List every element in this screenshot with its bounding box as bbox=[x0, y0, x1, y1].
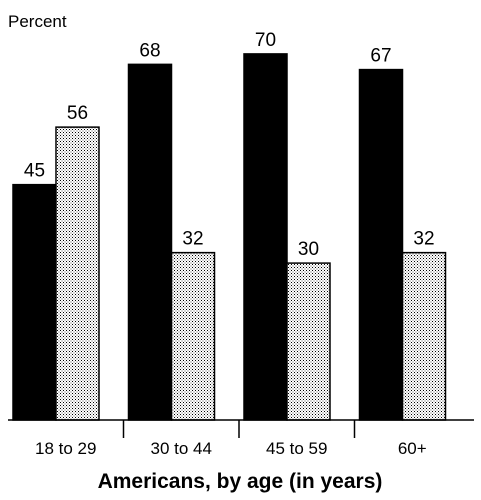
data-label: 56 bbox=[67, 103, 88, 124]
bar-60plus-series-2 bbox=[401, 251, 447, 421]
bars-group bbox=[12, 53, 447, 421]
x-ticks-group: 18 to 29 30 to 44 45 to 59 60+ bbox=[35, 420, 427, 458]
data-label: 32 bbox=[182, 229, 203, 250]
x-tick-label: 30 to 44 bbox=[151, 439, 212, 458]
bar-30-to-44-series-1 bbox=[127, 63, 173, 421]
bar-30-to-44-series-2 bbox=[170, 251, 216, 421]
x-tick-label: 18 to 29 bbox=[35, 439, 96, 458]
bar-60plus-series-1 bbox=[358, 68, 404, 421]
data-label: 45 bbox=[24, 161, 45, 182]
data-label: 32 bbox=[413, 229, 434, 250]
data-labels-group: 45 56 68 32 70 30 67 32 bbox=[24, 30, 435, 260]
data-label: 67 bbox=[370, 46, 391, 67]
x-tick-label: 60+ bbox=[398, 439, 427, 458]
data-label: 68 bbox=[139, 40, 160, 61]
y-axis-label: Percent bbox=[8, 12, 67, 31]
x-tick-label: 45 to 59 bbox=[266, 439, 327, 458]
data-label: 30 bbox=[298, 239, 319, 260]
data-label: 70 bbox=[255, 30, 276, 51]
x-axis-title: Americans, by age (in years) bbox=[98, 470, 383, 493]
bar-18-to-29-series-2 bbox=[55, 126, 100, 421]
bar-18-to-29-series-1 bbox=[12, 183, 57, 421]
bar-45-to-59-series-2 bbox=[286, 262, 331, 421]
bar-45-to-59-series-1 bbox=[243, 53, 288, 421]
